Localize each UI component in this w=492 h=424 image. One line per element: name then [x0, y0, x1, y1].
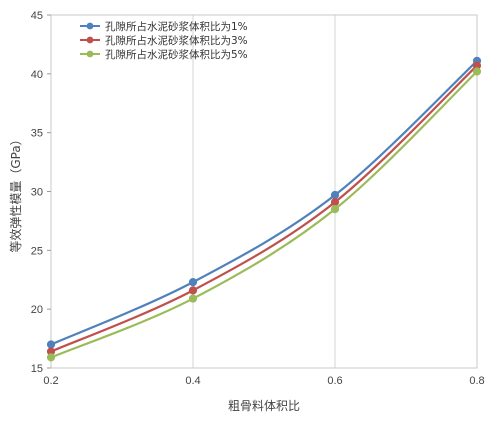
y-tick-label: 35	[31, 128, 43, 140]
x-tick-label: 0.8	[469, 375, 484, 387]
legend: 孔隙所占水泥砂浆体积比为1%孔隙所占水泥砂浆体积比为3%孔隙所占水泥砂浆体积比为…	[80, 20, 248, 61]
y-tick-label: 45	[31, 10, 43, 22]
data-point	[330, 190, 340, 200]
y-axis-title: 等效弹性模量（GPa）	[8, 133, 23, 252]
data-point	[46, 353, 56, 362]
y-tick-label: 40	[31, 69, 43, 81]
data-point	[472, 67, 482, 76]
data-point	[330, 205, 340, 214]
x-tick-label: 0.4	[185, 375, 200, 387]
data-point	[330, 197, 340, 207]
series-line-2	[50, 64, 478, 353]
series-line-3	[50, 70, 478, 359]
y-tick-label: 25	[31, 245, 43, 257]
y-tick-label: 30	[31, 187, 43, 199]
series-line-1	[50, 60, 478, 346]
x-tick-label: 0.6	[327, 375, 342, 387]
data-point	[188, 278, 198, 287]
data-point	[46, 340, 56, 349]
data-point	[188, 286, 198, 295]
data-point	[188, 294, 198, 303]
legend-label: 孔隙所占水泥砂浆体积比为1%	[105, 20, 248, 33]
x-axis-title: 粗骨料体积比	[228, 399, 300, 413]
legend-label: 孔隙所占水泥砂浆体积比为5%	[105, 48, 248, 61]
series-lines	[46, 56, 482, 362]
legend-label: 孔隙所占水泥砂浆体积比为3%	[105, 34, 248, 47]
legend-swatch-marker	[86, 36, 94, 44]
y-tick-label: 15	[31, 363, 43, 375]
legend-swatch-marker	[86, 22, 94, 30]
x-tick-label: 0.2	[43, 375, 58, 387]
legend-swatch-marker	[86, 50, 94, 58]
y-tick-label: 20	[31, 304, 43, 316]
axes: 0.2 0.4 0.6 0.8 15 20 25 30 35 40 45	[31, 10, 485, 387]
